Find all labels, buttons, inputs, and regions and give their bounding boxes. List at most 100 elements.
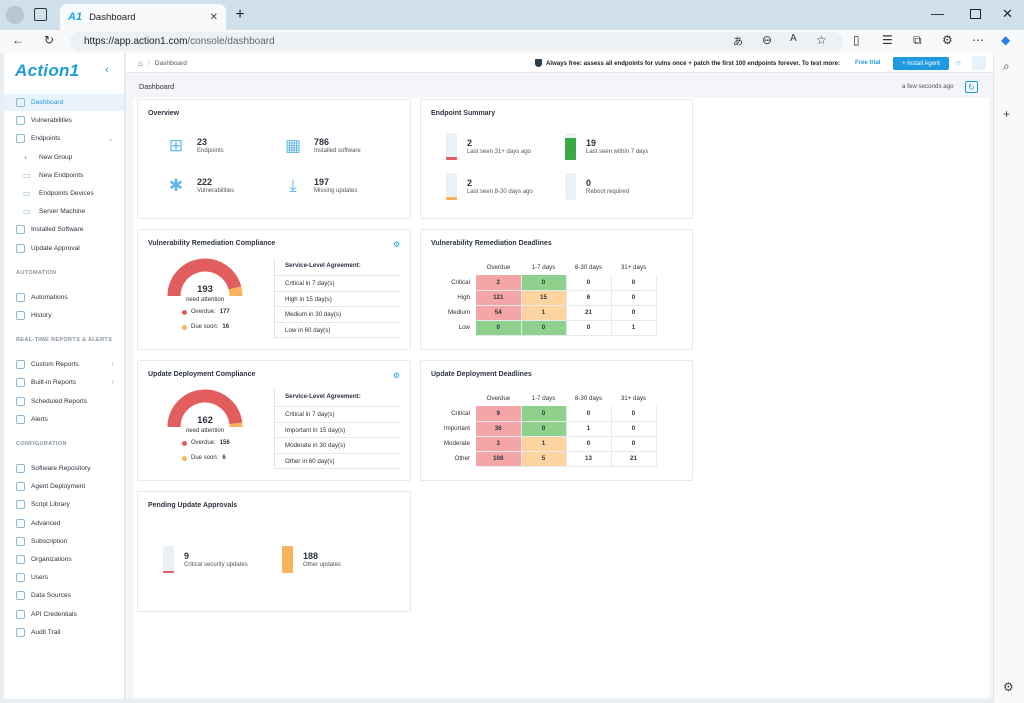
extensions-icon[interactable]: ⚙ [942, 33, 953, 47]
cell-value[interactable]: 108 [476, 451, 522, 467]
sidebar-settings-icon[interactable]: ⚙ [1003, 680, 1014, 694]
sidebar-item-subscription[interactable]: Subscription [4, 533, 124, 550]
home-icon[interactable]: ⌂ [138, 59, 143, 68]
sidebar-item-alerts[interactable]: Alerts [4, 411, 124, 428]
cell-value[interactable]: 1 [566, 421, 612, 437]
chevron-icon[interactable]: › [111, 379, 114, 387]
cell-value[interactable]: 0 [566, 275, 612, 291]
new-tab-icon[interactable]: + [235, 6, 245, 23]
stat-installed-software[interactable]: ▦ 786 Installed software [281, 135, 361, 157]
sidebar-item-organizations[interactable]: Organizations [4, 551, 124, 568]
reload-icon[interactable]: ↻ [44, 33, 55, 47]
cell-value[interactable]: 3 [476, 436, 522, 452]
cell-value[interactable]: 21 [611, 451, 657, 467]
chevron-icon[interactable]: › [111, 361, 114, 369]
cell-value[interactable]: 0 [611, 406, 657, 422]
close-tab-icon[interactable]: ✕ [209, 11, 218, 23]
cell-value[interactable]: 1 [611, 320, 657, 336]
sidebar-item-dashboard[interactable]: Dashboard [4, 94, 124, 111]
split-screen-icon[interactable]: ▯ [853, 33, 860, 47]
sidebar-item-advanced[interactable]: Advanced [4, 515, 124, 532]
cell-value[interactable]: 1 [521, 305, 567, 321]
translate-icon[interactable]: あ [733, 37, 743, 48]
sidebar-item-server-machine[interactable]: ▭ Server Machine [4, 203, 124, 220]
summary-stat[interactable]: 2 Last seen 31+ days ago [446, 133, 531, 160]
summary-stat[interactable]: 9 Critical security updates [163, 546, 248, 573]
cell-value[interactable]: 0 [521, 421, 567, 437]
stat-missing-updates[interactable]: ⤓ 197 Missing updates [281, 175, 357, 197]
refresh-button[interactable]: ↻ [965, 81, 978, 93]
sidebar-item-endpoints[interactable]: Endpoints ⌄ [4, 130, 124, 147]
gear-icon[interactable]: ⚙ [392, 240, 400, 249]
profile-avatar[interactable] [6, 6, 24, 24]
summary-stat[interactable]: 188 Other updates [282, 546, 341, 573]
cell-value[interactable]: 6 [566, 290, 612, 306]
minimize-icon[interactable]: — [931, 6, 944, 21]
sidebar-item-software-repository[interactable]: Software Repository [4, 460, 124, 477]
cell-value[interactable]: 0 [476, 320, 522, 336]
stat-endpoints[interactable]: ⊞ 23 Endpoints [164, 135, 224, 157]
tab-dashboard[interactable]: A1 Dashboard ✕ [60, 4, 226, 30]
close-window-icon[interactable]: ✕ [1002, 6, 1013, 21]
cell-value[interactable]: 0 [566, 436, 612, 452]
cell-value[interactable]: 0 [611, 421, 657, 437]
sidebar-search-icon[interactable]: ⌕ [1003, 59, 1010, 73]
url-field[interactable]: https://app.action1.com/console/dashboar… [70, 32, 843, 51]
search-icon[interactable]: ○ [956, 58, 961, 67]
sidebar-item-data-sources[interactable]: Data Sources [4, 587, 124, 604]
tab-actions-icon[interactable] [34, 8, 47, 21]
install-agent-button[interactable]: + Install Agent [893, 57, 949, 70]
sidebar-item-custom-reports[interactable]: Custom Reports › [4, 356, 124, 373]
user-menu[interactable] [972, 56, 986, 70]
cell-value[interactable]: 1 [521, 436, 567, 452]
cell-value[interactable]: 0 [611, 275, 657, 291]
sidebar-item-new-endpoints[interactable]: ▭ New Endpoints [4, 167, 124, 184]
cell-value[interactable]: 0 [521, 406, 567, 422]
favorite-star-icon[interactable]: ☆ [816, 33, 827, 47]
sidebar-item-users[interactable]: Users [4, 569, 124, 586]
cell-value[interactable]: 54 [476, 305, 522, 321]
copilot-icon[interactable]: ◆ [1001, 33, 1011, 47]
summary-stat[interactable]: 19 Last seen within 7 days [565, 133, 648, 160]
sidebar-item-script-library[interactable]: Script Library [4, 496, 124, 513]
cell-value[interactable]: 0 [566, 320, 612, 336]
cell-value[interactable]: 9 [476, 406, 522, 422]
cell-value[interactable]: 0 [611, 290, 657, 306]
sidebar-add-icon[interactable]: + [1003, 107, 1011, 121]
sidebar-item-audit-trail[interactable]: Audit Trail [4, 624, 124, 641]
maximize-icon[interactable] [970, 9, 981, 19]
sidebar-item-update-approval[interactable]: Update Approval [4, 240, 124, 257]
free-trial-link[interactable]: Free trial [855, 60, 881, 66]
more-icon[interactable]: ⋯ [972, 33, 984, 47]
cell-value[interactable]: 0 [521, 275, 567, 291]
sidebar-item-endpoints-devices[interactable]: ▭ Endpoints Devices [4, 185, 124, 202]
zoom-icon[interactable]: ⊖ [762, 33, 773, 47]
cell-value[interactable]: 13 [566, 451, 612, 467]
read-aloud-icon[interactable]: A [790, 33, 797, 44]
cell-value[interactable]: 36 [476, 421, 522, 437]
sidebar-item-built-in-reports[interactable]: Built-in Reports › [4, 374, 124, 391]
sidebar-item-vulnerabilities[interactable]: Vulnerabilities [4, 112, 124, 129]
chevron-icon[interactable]: ⌄ [108, 135, 114, 143]
cell-value[interactable]: 0 [521, 320, 567, 336]
summary-stat[interactable]: 2 Last seen 8-30 days ago [446, 173, 533, 200]
cell-value[interactable]: 5 [521, 451, 567, 467]
stat-vulnerabilities[interactable]: ✱ 222 Vulnerabilities [164, 175, 234, 197]
sidebar-item-new-group[interactable]: + New Group [4, 149, 124, 166]
cell-value[interactable]: 0 [566, 406, 612, 422]
gear-icon[interactable]: ⚙ [392, 371, 400, 380]
back-icon[interactable]: ← [12, 33, 24, 47]
sidebar-item-installed-software[interactable]: Installed Software [4, 221, 124, 238]
cell-value[interactable]: 21 [566, 305, 612, 321]
cell-value[interactable]: 15 [521, 290, 567, 306]
sidebar-item-automations[interactable]: Automations [4, 289, 124, 306]
favorites-icon[interactable]: ☰ [882, 33, 893, 47]
cell-value[interactable]: 2 [476, 275, 522, 291]
cell-value[interactable]: 0 [611, 305, 657, 321]
sidebar-item-api-credentials[interactable]: API Credentials [4, 606, 124, 623]
summary-stat[interactable]: 0 Reboot required [565, 173, 629, 200]
collapse-sidebar-icon[interactable]: ‹ [105, 64, 109, 76]
sidebar-item-scheduled-reports[interactable]: Scheduled Reports [4, 393, 124, 410]
collections-icon[interactable]: ⧉ [913, 33, 922, 47]
sidebar-item-agent-deployment[interactable]: Agent Deployment [4, 478, 124, 495]
